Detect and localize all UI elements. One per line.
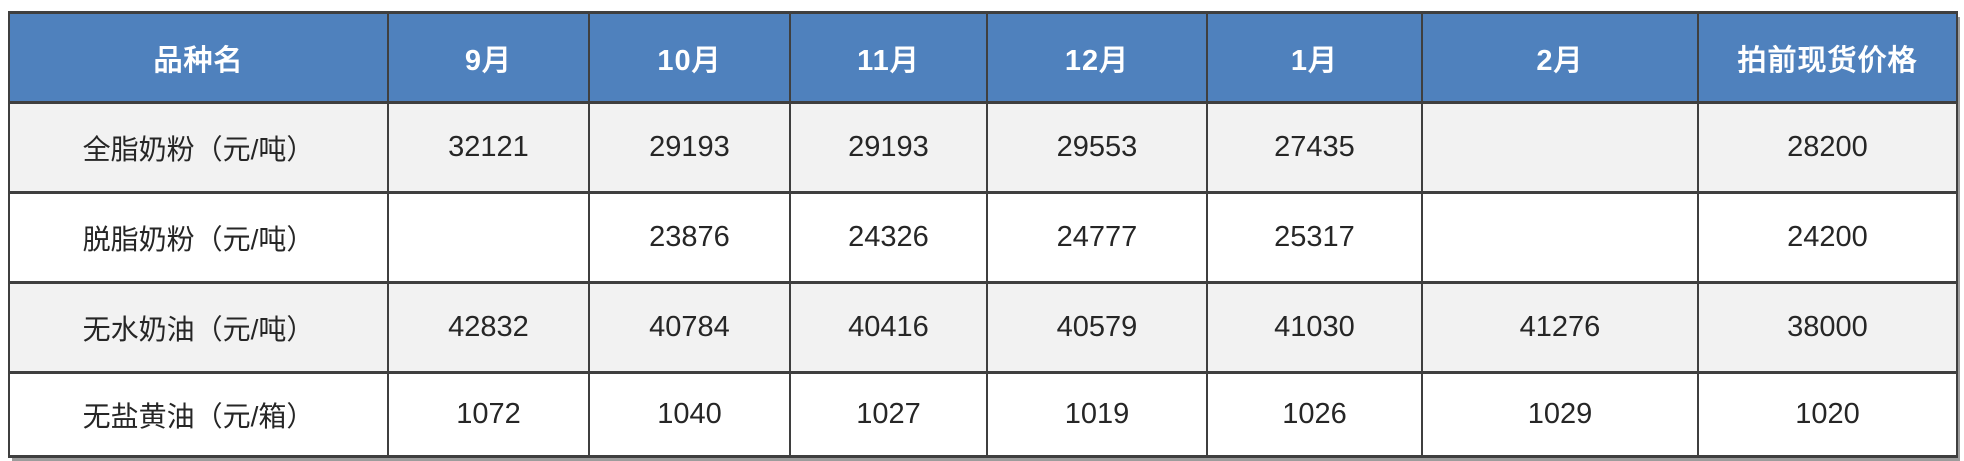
table-row-skim-milk-powder: 脱脂奶粉（元/吨） 23876 24326 24777 25317 24200	[8, 191, 1958, 284]
data-cell: 32121	[387, 101, 590, 194]
data-cell: 40784	[588, 281, 791, 374]
data-cell: 1026	[1206, 371, 1423, 458]
data-cell: 29193	[789, 101, 988, 194]
data-cell: 29553	[986, 101, 1208, 194]
row-label-anhydrous-milk-fat: 无水奶油（元/吨）	[8, 281, 389, 374]
row-label-unsalted-butter: 无盐黄油（元/箱）	[8, 371, 389, 458]
data-cell-empty	[387, 191, 590, 284]
data-cell: 27435	[1206, 101, 1423, 194]
col-header-sep: 9月	[387, 11, 590, 104]
col-header-feb: 2月	[1421, 11, 1699, 104]
table-row-anhydrous-milk-fat: 无水奶油（元/吨） 42832 40784 40416 40579 41030 …	[8, 281, 1958, 374]
row-label-skim-milk-powder: 脱脂奶粉（元/吨）	[8, 191, 389, 284]
col-header-variety: 品种名	[8, 11, 389, 104]
data-cell: 23876	[588, 191, 791, 284]
data-cell-empty	[1421, 191, 1699, 284]
data-cell-empty	[1421, 101, 1699, 194]
col-header-oct: 10月	[588, 11, 791, 104]
data-cell: 24777	[986, 191, 1208, 284]
data-cell: 1072	[387, 371, 590, 458]
data-cell: 1029	[1421, 371, 1699, 458]
table-row-unsalted-butter: 无盐黄油（元/箱） 1072 1040 1027 1019 1026 1029 …	[8, 371, 1958, 458]
col-header-nov: 11月	[789, 11, 988, 104]
data-cell: 41276	[1421, 281, 1699, 374]
row-label-whole-milk-powder: 全脂奶粉（元/吨）	[8, 101, 389, 194]
data-cell: 28200	[1697, 101, 1958, 194]
data-cell: 38000	[1697, 281, 1958, 374]
data-cell: 1040	[588, 371, 791, 458]
data-cell: 1019	[986, 371, 1208, 458]
col-header-pre-auction-price: 拍前现货价格	[1697, 11, 1958, 104]
data-cell: 40416	[789, 281, 988, 374]
dairy-price-table: 品种名 9月 10月 11月 12月 1月 2月 拍前现货价格 全脂奶粉（元/吨…	[8, 11, 1958, 458]
col-header-jan: 1月	[1206, 11, 1423, 104]
data-cell: 24200	[1697, 191, 1958, 284]
table-header-row: 品种名 9月 10月 11月 12月 1月 2月 拍前现货价格	[8, 11, 1958, 104]
col-header-dec: 12月	[986, 11, 1208, 104]
data-cell: 1020	[1697, 371, 1958, 458]
data-cell: 29193	[588, 101, 791, 194]
data-cell: 24326	[789, 191, 988, 284]
price-table-container: 品种名 9月 10月 11月 12月 1月 2月 拍前现货价格 全脂奶粉（元/吨…	[8, 11, 1958, 458]
table-row-whole-milk-powder: 全脂奶粉（元/吨） 32121 29193 29193 29553 27435 …	[8, 101, 1958, 194]
data-cell: 1027	[789, 371, 988, 458]
data-cell: 41030	[1206, 281, 1423, 374]
table-body: 全脂奶粉（元/吨） 32121 29193 29193 29553 27435 …	[8, 101, 1958, 458]
data-cell: 42832	[387, 281, 590, 374]
data-cell: 25317	[1206, 191, 1423, 284]
data-cell: 40579	[986, 281, 1208, 374]
